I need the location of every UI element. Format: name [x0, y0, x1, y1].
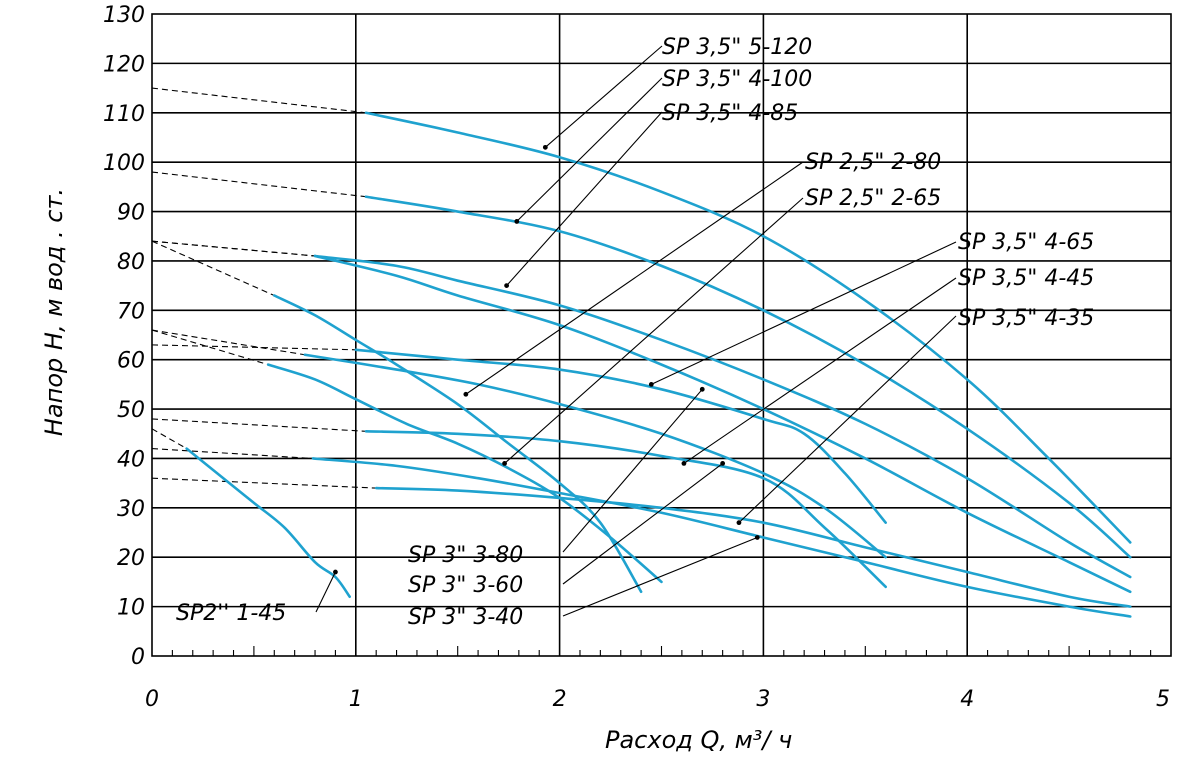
leader-line	[651, 241, 957, 385]
dashed-extension	[151, 240, 275, 296]
curve-label: SP 3,5" 4-100	[662, 67, 812, 92]
x-tick-label: 0	[145, 687, 159, 712]
curve-label: SP 2,5" 2-65	[805, 186, 941, 211]
curve-marker	[720, 461, 726, 466]
curve-marker	[754, 535, 760, 540]
leader-line	[562, 462, 723, 585]
leader-line	[315, 571, 336, 613]
curve-marker	[463, 391, 469, 397]
y-tick-label: 60	[117, 349, 145, 374]
curve-lines	[185, 111, 1132, 618]
y-tick-label: 100	[103, 151, 145, 176]
dashed-extensions	[151, 87, 377, 489]
curve-marker	[648, 381, 654, 387]
leader-lines	[315, 45, 957, 617]
grid	[152, 14, 1171, 656]
curve-labels: SP 3,5" 5-120 SP 3,5" 4-100 SP 3,5" 4-85 SP…	[176, 35, 1094, 630]
curve-label: SP 3" 3-40	[408, 605, 523, 630]
curve-line	[266, 363, 663, 584]
y-tick-label: 80	[117, 250, 145, 275]
curve-marker	[514, 219, 520, 224]
leader-line	[562, 536, 758, 617]
curve-markers	[333, 144, 760, 575]
leader-line	[504, 197, 804, 464]
curve-line	[364, 430, 887, 589]
y-tick-label: 10	[117, 596, 145, 621]
curve-marker	[736, 520, 742, 526]
y-tick-label: 30	[117, 497, 145, 522]
curve-line	[364, 195, 1132, 559]
curve-line	[311, 457, 1132, 618]
leader-line	[738, 315, 957, 524]
curve-line	[185, 447, 351, 599]
curve-label: SP 3,5" 4-45	[958, 266, 1094, 291]
curve-marker	[504, 283, 510, 289]
y-tick-label: 90	[117, 201, 145, 226]
leader-line	[465, 161, 804, 395]
leader-line	[506, 111, 663, 286]
dashed-extension	[151, 329, 269, 366]
y-tick-labels: 0 10 20 30 40 50 60 70 80 90 100 110 120 130	[103, 3, 145, 670]
curve-label: SP 3,5" 4-35	[958, 306, 1094, 331]
curve-line	[313, 254, 1132, 579]
x-tick-label: 3	[756, 687, 770, 712]
x-axis-title: Расход Q, м³/ ч	[605, 726, 792, 754]
y-tick-label: 40	[117, 447, 145, 472]
y-tick-label: 120	[103, 52, 145, 77]
curve-line	[364, 111, 1132, 544]
curve-label: SP 3,5" 4-65	[958, 230, 1094, 255]
curve-line	[272, 294, 643, 594]
curve-label: SP2'' 1-45	[176, 601, 286, 626]
leader-line	[562, 388, 703, 553]
curve-marker	[542, 144, 548, 150]
dashed-extension	[151, 477, 377, 489]
plot-frame	[151, 13, 1172, 657]
x-tick-labels: 0 1 2 3 4 5	[145, 687, 1170, 712]
y-tick-label: 110	[103, 102, 145, 127]
curve-marker	[699, 386, 705, 392]
leader-line	[683, 277, 957, 464]
y-tick-label: 130	[103, 3, 145, 28]
curve-label: SP 3" 3-80	[408, 543, 523, 568]
dashed-extension	[151, 171, 367, 198]
curve-line	[354, 348, 887, 524]
curve-label: SP 3,5" 4-85	[662, 101, 798, 126]
y-tick-label: 0	[131, 645, 145, 670]
leader-line	[516, 77, 663, 222]
x-minor-ticks	[171, 646, 1152, 656]
curve-marker	[333, 569, 338, 575]
x-tick-label: 2	[553, 687, 567, 712]
curve-label: SP 3" 3-60	[408, 573, 523, 598]
dashed-extension	[151, 240, 316, 257]
y-tick-label: 50	[117, 398, 145, 423]
dashed-extension	[151, 344, 356, 351]
curve-marker	[502, 461, 507, 466]
y-axis-title: Напор H, м вод . ст.	[40, 188, 68, 436]
dashed-extension	[151, 448, 314, 460]
curve-label: SP 3,5" 5-120	[662, 35, 812, 60]
y-tick-label: 20	[117, 546, 145, 571]
leader-line	[544, 45, 663, 148]
dashed-extension	[151, 418, 367, 432]
curve-line	[303, 353, 887, 559]
dashed-extension	[151, 329, 305, 356]
curve-line	[313, 254, 1132, 594]
x-tick-label: 1	[349, 687, 363, 712]
x-tick-label: 5	[1156, 687, 1170, 712]
x-tick-label: 4	[960, 687, 974, 712]
curve-line	[374, 486, 1132, 608]
curve-label: SP 2,5" 2-80	[805, 150, 941, 175]
curve-marker	[681, 461, 687, 466]
y-tick-label: 70	[117, 299, 145, 324]
dashed-extension	[151, 87, 367, 114]
dashed-extension	[151, 428, 187, 450]
